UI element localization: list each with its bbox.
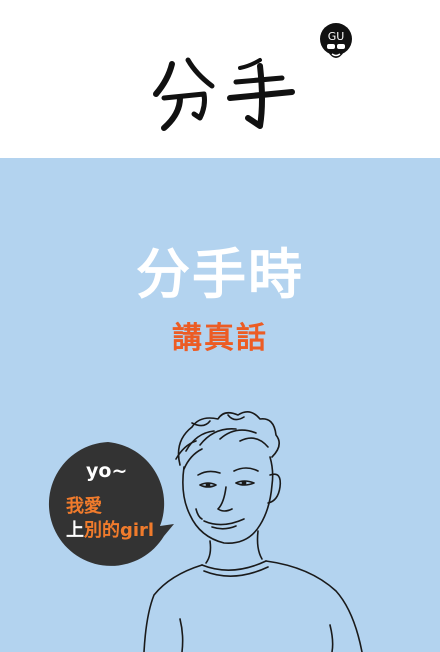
poster-subheadline: 講真話 [172,321,268,356]
speech-line-2: 上別的girl [66,516,154,542]
man-line-drawing [143,411,363,652]
brush-calligraphy-title [153,57,295,131]
speech-line-2-end: 別的girl [84,520,155,541]
header-section: GU [0,0,440,158]
speech-bubble-shape [48,442,174,566]
speech-greeting: yo~ [86,460,128,482]
speech-line-1: 我愛 [66,496,102,517]
poster-headline: 分手時 [136,243,304,306]
afro-face-logo-icon: GU [320,23,352,58]
speech-bubble: yo~ 我愛 上別的girl [46,440,174,568]
speech-line-2-start: 上 [66,520,84,541]
logo-text: GU [328,30,345,43]
